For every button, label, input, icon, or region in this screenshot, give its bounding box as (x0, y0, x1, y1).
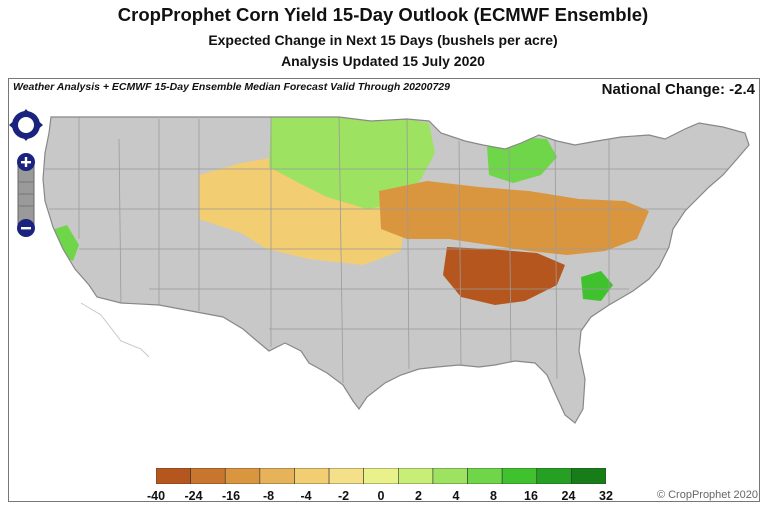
legend-tick-label: -24 (184, 489, 203, 503)
pan-control[interactable] (8, 108, 44, 142)
plus-icon[interactable] (17, 153, 35, 171)
legend-swatch (432, 467, 468, 485)
copyright: © CropProphet 2020 (656, 489, 758, 501)
national-change: National Change: -2.4 (601, 81, 755, 98)
legend-swatch (571, 467, 607, 485)
zoom-bar[interactable] (15, 152, 37, 238)
legend-tick-label: -40 (146, 489, 166, 503)
region-tennessee-valley-dark[interactable] (443, 247, 565, 305)
analysis-date: Analysis Updated 15 July 2020 (281, 53, 485, 69)
legend-tick-label: -8 (262, 489, 275, 503)
us-county-map[interactable] (9, 79, 760, 502)
legend-swatch (467, 467, 503, 485)
region-corn-belt-orange[interactable] (379, 181, 649, 255)
map-caption: Weather Analysis + ECMWF 15-Day Ensemble… (13, 81, 450, 93)
map-subtitle: Expected Change in Next 15 Days (bushels… (208, 32, 558, 48)
legend-tick-label: 4 (452, 489, 460, 503)
legend-swatch (155, 467, 191, 485)
legend-tick-label: -16 (221, 489, 241, 503)
legend-swatch (259, 467, 295, 485)
legend-swatch (536, 467, 572, 485)
legend-tick-label: -4 (300, 489, 312, 503)
legend-swatch (294, 467, 330, 485)
legend-swatch (501, 467, 538, 485)
legend-bar (155, 467, 607, 485)
state-borders (45, 117, 749, 384)
legend-tick-label: 32 (599, 489, 613, 503)
legend-swatch (224, 467, 261, 485)
legend-swatch (398, 467, 434, 485)
minus-icon[interactable] (17, 219, 35, 237)
region-carolina-green[interactable] (581, 271, 613, 301)
zoom-control[interactable] (15, 152, 37, 238)
legend-tick-label: 16 (524, 489, 538, 503)
color-legend (155, 467, 607, 489)
map-title: CropProphet Corn Yield 15-Day Outlook (E… (117, 4, 649, 25)
legend-swatch (363, 467, 399, 485)
map-viewport[interactable]: Weather Analysis + ECMWF 15-Day Ensemble… (8, 78, 760, 502)
region-northern-plains-green[interactable] (269, 117, 435, 209)
legend-tick-label: 2 (415, 489, 422, 503)
pan-arrows-icon[interactable] (8, 108, 44, 142)
mexico-border (80, 302, 150, 358)
legend-swatch (328, 467, 364, 485)
legend-tick-label: 24 (561, 489, 576, 503)
legend-tick-label: 8 (490, 489, 497, 503)
legend-swatch (190, 467, 226, 485)
legend-tick-label: -2 (337, 489, 350, 503)
legend-tick-label: 0 (377, 489, 385, 503)
